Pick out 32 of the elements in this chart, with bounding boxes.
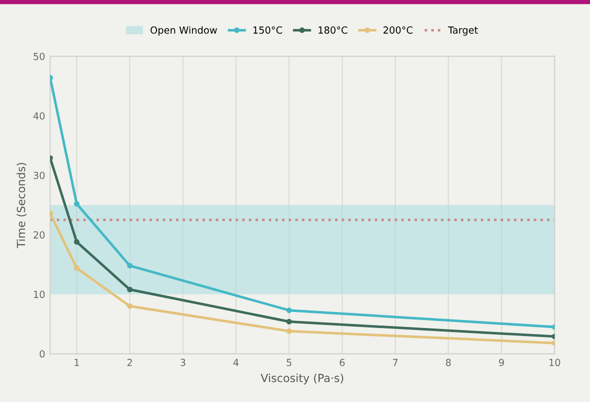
x-tick-label: 9 bbox=[499, 358, 504, 366]
point bbox=[127, 286, 133, 292]
point bbox=[74, 201, 80, 207]
y-axis-title: Time (Seconds) bbox=[16, 162, 27, 248]
x-tick-label: 4 bbox=[233, 358, 239, 366]
x-tick-label: 3 bbox=[180, 358, 186, 366]
y-tick-label: 10 bbox=[34, 290, 45, 298]
x-tick-label: 10 bbox=[549, 358, 560, 366]
point bbox=[74, 265, 80, 271]
legend-label: 200°C bbox=[384, 26, 412, 34]
x-axis-title: Viscosity (Pa·s) bbox=[260, 374, 344, 384]
legend-label: 180°C bbox=[318, 26, 348, 34]
y-tick-label: 20 bbox=[34, 231, 45, 239]
point bbox=[127, 262, 133, 268]
point bbox=[286, 318, 292, 324]
x-tick-label: 2 bbox=[127, 358, 132, 366]
point bbox=[74, 239, 80, 245]
point bbox=[127, 303, 133, 309]
legend-label: 150°C bbox=[253, 26, 282, 34]
legend-label: Target bbox=[448, 26, 478, 36]
y-tick-label: 50 bbox=[34, 52, 45, 60]
x-tick-label: 7 bbox=[393, 358, 398, 366]
x-tick-label: 1 bbox=[74, 358, 79, 366]
point bbox=[286, 328, 292, 334]
y-tick-label: 40 bbox=[33, 112, 45, 120]
x-tick-label: 5 bbox=[286, 358, 292, 366]
x-tick-label: 6 bbox=[340, 358, 345, 366]
legend-label: Open Window bbox=[150, 26, 217, 36]
y-tick-label: 30 bbox=[34, 172, 45, 180]
point bbox=[286, 308, 292, 314]
x-tick-label: 8 bbox=[446, 358, 451, 366]
y-tick-label: 0 bbox=[40, 350, 45, 358]
